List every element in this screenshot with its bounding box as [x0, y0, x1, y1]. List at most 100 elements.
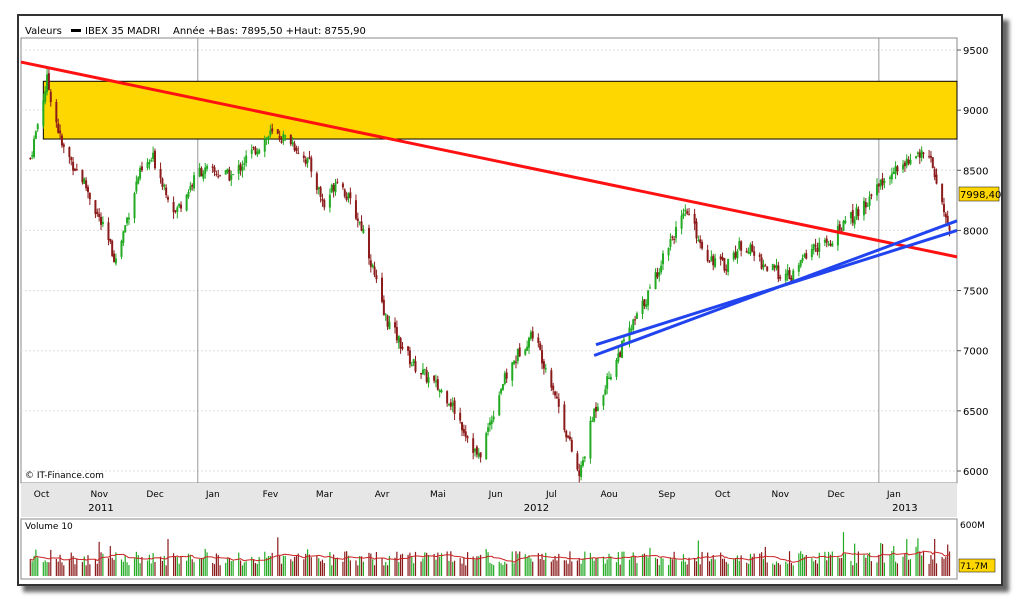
candle-body — [487, 427, 490, 432]
candle-body — [421, 369, 424, 375]
candle-body — [278, 135, 281, 141]
candle-body — [31, 155, 34, 157]
candle-body — [855, 207, 858, 220]
candle-body — [232, 174, 235, 176]
candle-body — [475, 446, 478, 455]
candle-body — [721, 257, 724, 260]
candle-body — [622, 339, 625, 342]
candle-body — [784, 273, 787, 281]
candle-body — [719, 256, 722, 260]
candle-body — [304, 159, 307, 164]
candle-body — [773, 265, 776, 268]
volume-tick-600m: 600M — [960, 521, 985, 531]
candle-body — [101, 221, 104, 225]
candle-body — [330, 184, 333, 193]
candle-body — [100, 216, 103, 225]
candle-body — [790, 277, 793, 282]
candle-body — [656, 272, 659, 278]
candle-body — [284, 135, 287, 137]
candle-body — [477, 453, 480, 457]
candle-body — [226, 168, 229, 173]
candle-body — [803, 254, 806, 257]
candle-body — [328, 194, 331, 208]
y-tick-label: 6000 — [963, 467, 988, 478]
x-axis-labels: Oct Nov Dec Jan Fev Mar Avr Mai Jun Jul Aou Sep Oct N… — [34, 490, 918, 514]
candle-body — [866, 205, 869, 207]
candle-body — [732, 252, 735, 260]
candle-body — [877, 183, 880, 187]
candle-body — [228, 169, 231, 181]
candle-body — [375, 275, 378, 280]
candle-body — [423, 368, 426, 370]
candle-body — [621, 340, 624, 358]
candle-body — [563, 404, 566, 430]
candle-body — [453, 400, 456, 414]
candle-body — [135, 181, 138, 192]
candle-body — [596, 406, 599, 412]
candle-body — [706, 249, 709, 262]
x-month-label: Avr — [375, 490, 390, 500]
candle-body — [531, 331, 534, 339]
candle-body — [915, 156, 918, 159]
candle-body — [211, 166, 214, 168]
candle-body — [159, 168, 162, 179]
candle-body — [150, 160, 153, 162]
candle-body — [777, 265, 780, 280]
candle-body — [935, 174, 938, 184]
candle-body — [680, 215, 683, 229]
candle-body — [941, 183, 944, 203]
candle-body — [410, 364, 413, 367]
candle-body — [903, 162, 906, 167]
candle-body — [334, 183, 337, 193]
candle-body — [875, 184, 878, 196]
candle-body — [224, 170, 227, 175]
candle-body — [202, 173, 205, 179]
candle-body — [695, 221, 698, 239]
candle-body — [712, 255, 715, 266]
candle-body — [29, 157, 32, 159]
candle-body — [753, 251, 756, 256]
candle-body — [459, 412, 462, 421]
candle-body — [660, 265, 663, 273]
candle-body — [591, 420, 594, 422]
candle-body — [176, 207, 179, 213]
candle-body — [669, 239, 672, 247]
candle-body — [944, 213, 947, 218]
candle-body — [96, 212, 99, 214]
candle-body — [33, 138, 36, 158]
candle-body — [86, 187, 89, 193]
x-year-label: 2011 — [88, 503, 113, 514]
candle-body — [146, 162, 149, 169]
x-month-label: Dec — [146, 490, 163, 500]
candle-body — [408, 350, 411, 365]
candle-body — [293, 143, 296, 151]
candle-body — [317, 187, 320, 189]
candle-body — [862, 200, 865, 216]
candle-body — [594, 406, 597, 412]
candle-body — [555, 396, 558, 399]
candle-body — [414, 361, 417, 372]
chart-frame: 6000 6500 7000 7500 8000 8500 9000 9500 Valeurs… — [17, 14, 1003, 586]
candle-body — [883, 180, 886, 183]
candle-body — [243, 163, 246, 166]
candle-body — [838, 224, 841, 231]
candle-body — [215, 173, 218, 175]
candle-body — [265, 137, 268, 139]
candle-body — [537, 337, 540, 343]
candle-body — [120, 240, 123, 257]
candle-body — [641, 300, 644, 314]
candle-body — [70, 157, 73, 161]
x-month-label: Dec — [827, 490, 844, 500]
candle-body — [632, 319, 635, 330]
candle-body — [433, 375, 436, 381]
candle-body — [740, 241, 743, 251]
candle-body — [693, 213, 696, 224]
candle-body — [736, 250, 739, 259]
candle-body — [446, 391, 449, 404]
candle-body — [673, 238, 676, 240]
candle-body — [321, 198, 324, 201]
candle-body — [167, 197, 170, 200]
candle-body — [775, 265, 778, 269]
ibex-chart: 6000 6500 7000 7500 8000 8500 9000 9500 Valeurs… — [20, 25, 1001, 580]
candle-body — [193, 175, 196, 189]
